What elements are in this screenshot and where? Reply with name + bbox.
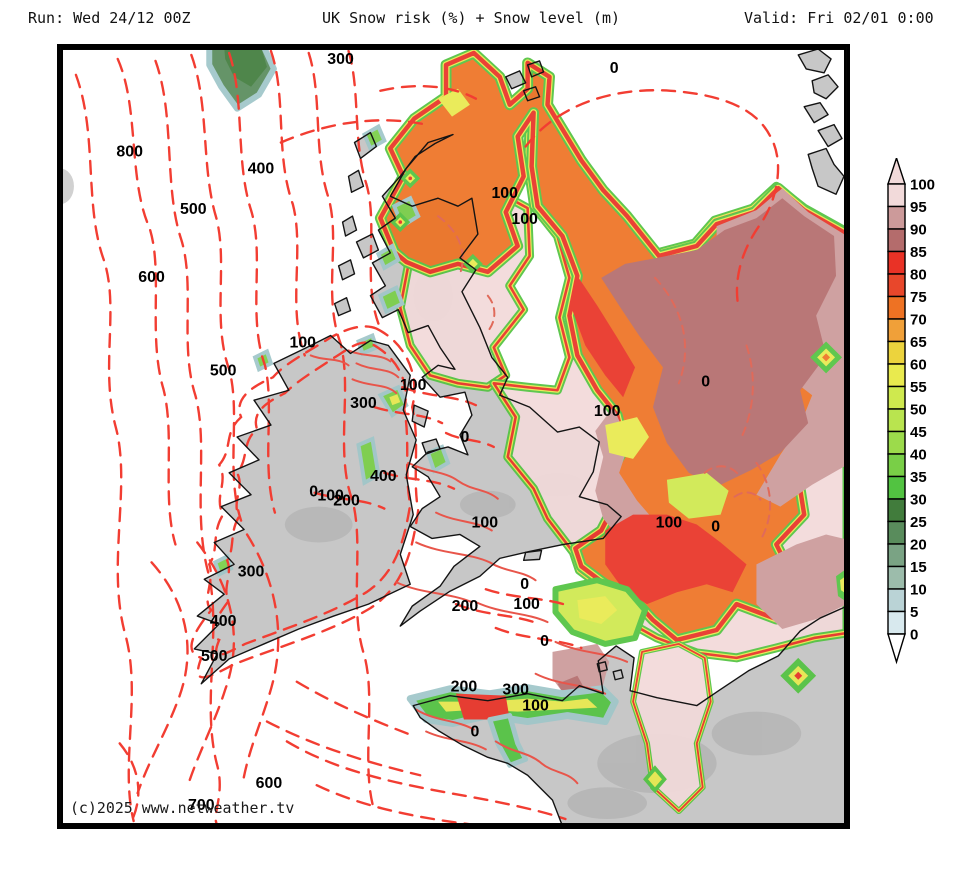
run-timestamp-label: Run: Wed 24/12 00Z xyxy=(28,9,191,27)
contour-label: 300 xyxy=(327,51,354,68)
colorbar-tick-label: 20 xyxy=(910,537,927,554)
contour-label: 0 xyxy=(461,429,470,446)
colorbar-tick-label: 75 xyxy=(910,289,927,306)
risk-patches-west-scotland xyxy=(361,123,483,315)
colorbar-cell-55-60 xyxy=(887,363,906,388)
colorbar-arrow-up xyxy=(887,155,906,185)
contour-label: 400 xyxy=(248,160,275,177)
colorbar-cell-60-65 xyxy=(887,340,906,365)
risk-patch-yellow-arm xyxy=(438,88,470,117)
colorbar-cell-95-100 xyxy=(887,183,906,208)
colorbar-tick-label: 50 xyxy=(910,402,927,419)
colorbar-tick-label: 25 xyxy=(910,514,927,531)
contour-label: 300 xyxy=(238,563,265,580)
contour-label: 100 xyxy=(513,596,540,613)
contour-label: 500 xyxy=(180,201,207,218)
risk-patch-yellowgreen-calais xyxy=(666,472,729,519)
contour-label: 0 xyxy=(540,633,549,650)
contour-label: 500 xyxy=(201,648,228,665)
contour-label: 600 xyxy=(256,775,283,792)
copyright-text: (c)2025 www.netweather.tv xyxy=(70,799,294,817)
contour-label: 0 xyxy=(610,60,619,77)
colorbar-tick-label: 0 xyxy=(910,627,918,644)
map-border xyxy=(60,47,847,826)
colorbar-tick-label: 40 xyxy=(910,447,927,464)
colorbar-cell-45-50 xyxy=(887,408,906,433)
colorbar-cell-70-75 xyxy=(887,295,906,320)
contour-label: 200 xyxy=(451,679,478,696)
risk-patch-brick-core xyxy=(601,198,837,487)
colorbar-tick-label: 35 xyxy=(910,469,927,486)
valid-timestamp-label: Valid: Fri 02/01 0:00 xyxy=(744,9,934,27)
contour-label: 100 xyxy=(290,334,317,351)
risk-patch-red-diagonal xyxy=(571,275,636,398)
colorbar-tick-label: 70 xyxy=(910,312,927,329)
colorbar-tick-label: 95 xyxy=(910,199,927,216)
colorbar-cell-20-25 xyxy=(887,520,906,545)
contour-label: 800 xyxy=(116,143,143,160)
colorbar-tick-label: 65 xyxy=(910,334,927,351)
contour-label: 100 xyxy=(491,185,518,202)
risk-patch-rose-netherlands xyxy=(756,534,847,630)
contour-label: 100 xyxy=(656,515,683,532)
contour-label: 0 xyxy=(470,723,479,740)
contour-labels: 3000800400500100100600500100100300010004… xyxy=(116,51,720,814)
contour-label: 0 xyxy=(309,484,318,501)
contour-label: 0 xyxy=(701,373,710,390)
contour-label: 100 xyxy=(472,515,499,532)
colorbar-cell-10-15 xyxy=(887,565,906,590)
colorbar-cell-5-10 xyxy=(887,588,906,613)
contour-label: 400 xyxy=(370,468,397,485)
colorbar-tick-label: 85 xyxy=(910,244,927,261)
colorbar-legend: 100 95 90 85 80 75 70 65 60 55 50 45 40 35 30 25 20 15 10 5… xyxy=(886,155,966,678)
map-title: UK Snow risk (%) + Snow level (m) xyxy=(322,9,621,27)
colorbar-cell-75-80 xyxy=(887,273,906,298)
colorbar-cell-15-20 xyxy=(887,543,906,568)
contour-label: 500 xyxy=(210,362,237,379)
colorbar-cell-65-70 xyxy=(887,318,906,343)
colorbar-cell-30-35 xyxy=(887,475,906,500)
colorbar-tick-label: 55 xyxy=(910,379,927,396)
colorbar-tick-label: 90 xyxy=(910,222,927,239)
contour-label: 100 xyxy=(511,211,538,228)
risk-patch-red-dover xyxy=(605,514,747,605)
contour-label: 700 xyxy=(188,797,215,814)
risk-layer xyxy=(206,47,847,815)
contour-label: 0 xyxy=(520,576,529,593)
colorbar-tick-label: 80 xyxy=(910,267,927,284)
colorbar-cell-0-5 xyxy=(887,610,906,635)
colorbar-cell-35-40 xyxy=(887,453,906,478)
colorbar-cell-80-85 xyxy=(887,250,906,275)
contour-label: 0 xyxy=(711,519,720,536)
snow-risk-map: 3000800400500100100600500100100300010004… xyxy=(60,47,847,826)
contour-label: 200 xyxy=(452,598,479,615)
contour-label: 100 xyxy=(522,698,549,715)
contour-label: 600 xyxy=(138,269,165,286)
colorbar-arrow-down xyxy=(887,633,906,665)
colorbar-cell-85-90 xyxy=(887,228,906,253)
colorbar-scale: 1009590858075706560555045403530252015105… xyxy=(887,155,935,665)
contour-label: 400 xyxy=(210,613,237,630)
contour-label: 100 xyxy=(400,377,427,394)
colorbar-tick-label: 15 xyxy=(910,559,927,576)
risk-patch-yellow-thames xyxy=(605,417,649,459)
contour-label: 300 xyxy=(502,682,529,699)
colorbar-cell-25-30 xyxy=(887,498,906,523)
map-frame: 300 0 800 400 500 100 100 600 500 100 100 300 0 100 0 4… xyxy=(57,44,850,829)
colorbar-cell-90-95 xyxy=(887,205,906,230)
colorbar-cell-50-55 xyxy=(887,385,906,410)
contour-label: 300 xyxy=(350,395,377,412)
colorbar-tick-label: 60 xyxy=(910,357,927,374)
colorbar-tick-label: 30 xyxy=(910,492,927,509)
contour-label: 100 xyxy=(594,403,621,420)
colorbar-tick-label: 5 xyxy=(910,604,918,621)
colorbar-tick-label: 100 xyxy=(910,177,935,194)
colorbar-tick-label: 10 xyxy=(910,582,927,599)
colorbar-tick-label: 45 xyxy=(910,424,927,441)
colorbar-cell-40-45 xyxy=(887,430,906,455)
contour-layer xyxy=(74,49,780,826)
contour-label: 200 xyxy=(333,493,360,510)
contour-label: 100 xyxy=(317,488,344,505)
